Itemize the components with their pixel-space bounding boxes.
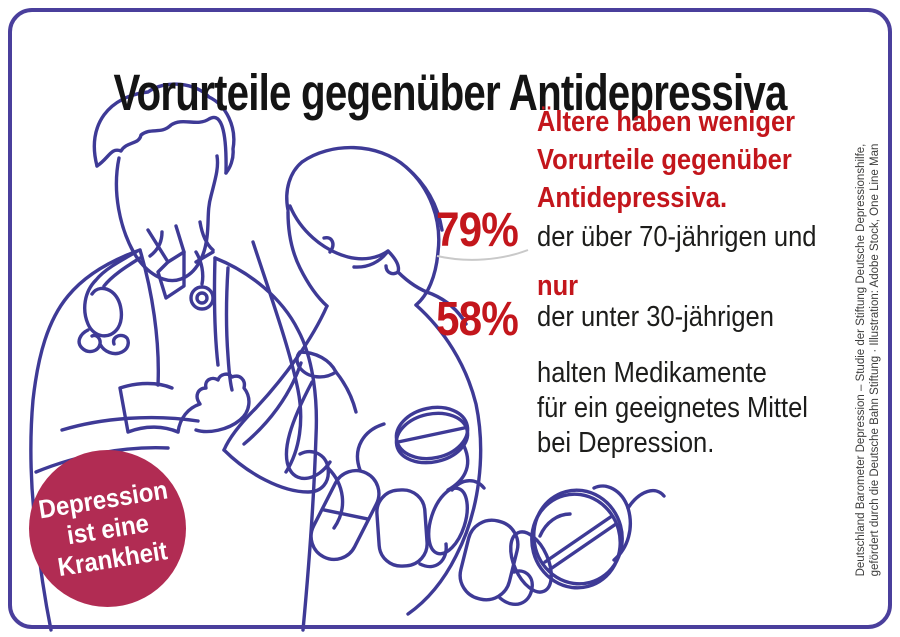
headline: Ältere haben weniger Vorurteile gegenübe… bbox=[537, 103, 830, 217]
badge-depression-ist-eine-krankheit: Depression ist eine Krankheit bbox=[29, 450, 186, 607]
gray-swoosh-decoration bbox=[436, 249, 529, 261]
doctor-tie-icon bbox=[156, 250, 186, 300]
stat-prefix-nur: nur bbox=[537, 270, 579, 302]
doctor-face-icon bbox=[114, 154, 220, 283]
source-credits: Deutschland Barometer Depression – Studi… bbox=[854, 90, 882, 630]
stethoscope-chestpiece-icon bbox=[189, 285, 215, 311]
headline-line: Ältere haben weniger bbox=[537, 106, 796, 138]
credits-line: Deutschland Barometer Depression – Studi… bbox=[855, 143, 867, 577]
page-title: Vorurteile gegenüber Antidepressiva bbox=[113, 64, 787, 122]
stat-value-over-70: 79% bbox=[436, 204, 519, 257]
stat-value-under-30: 58% bbox=[436, 293, 519, 346]
stethoscope-icon bbox=[83, 250, 138, 338]
badge-text: Depression ist eine Krankheit bbox=[36, 473, 170, 582]
pills-line-art-icon bbox=[309, 405, 666, 607]
conclusion-text: halten Medikamente für ein geeignetes Mi… bbox=[537, 356, 845, 461]
conclusion-line: bei Depression. bbox=[537, 427, 715, 459]
headline-line: Antidepressiva. bbox=[537, 182, 728, 214]
doctor-hair-icon bbox=[92, 82, 236, 175]
conclusion-line: halten Medikamente bbox=[537, 357, 767, 389]
patient-head-icon bbox=[300, 145, 441, 307]
credits-line: gefördert durch die Deutsche Bahn Stiftu… bbox=[869, 143, 881, 577]
headline-line: Vorurteile gegenüber bbox=[537, 144, 792, 176]
stat-label-under-30: der unter 30-jährigen bbox=[537, 301, 774, 333]
clasped-hands-icon bbox=[176, 372, 251, 434]
stat-label-over-70: der über 70-jährigen und bbox=[537, 221, 817, 253]
conclusion-line: für ein geeignetes Mittel bbox=[537, 392, 808, 424]
